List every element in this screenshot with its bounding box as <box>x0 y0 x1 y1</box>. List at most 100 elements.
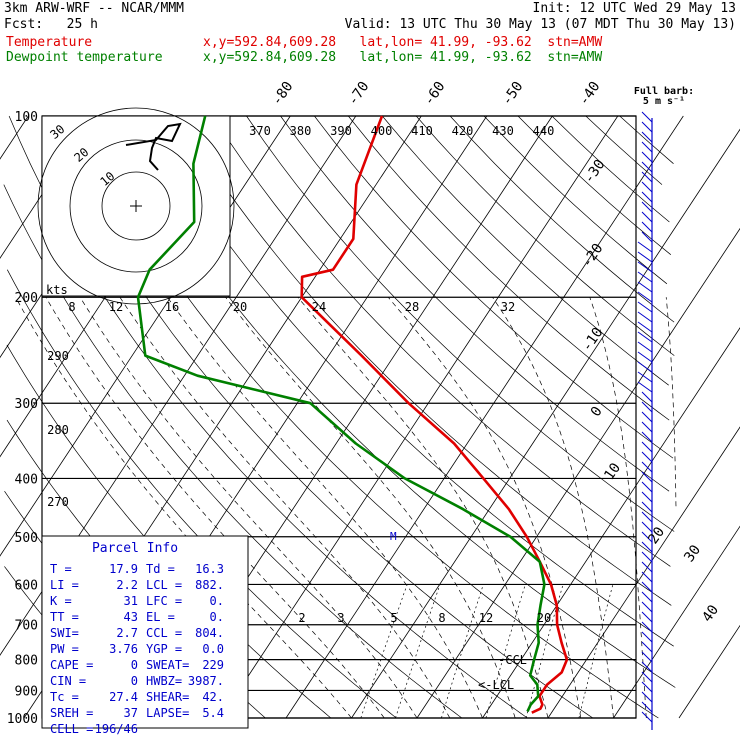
parcel-row-value: 17.9 <box>109 562 138 576</box>
moist-adiabat <box>665 297 677 507</box>
parcel-row-value: 804. <box>195 626 224 640</box>
wind-barb <box>637 301 653 313</box>
dry-adiabat <box>3 184 463 719</box>
mixing-ratio-label: 12 <box>109 300 123 314</box>
isotherm-label: -60 <box>421 79 449 109</box>
parcel-row-value: 3.76 <box>109 642 138 656</box>
wind-barb <box>641 421 653 433</box>
mixing-ratio-label: 20 <box>537 611 551 625</box>
parcel-row-label: CELL = <box>50 722 93 736</box>
header-line2-left: Fcst: 25 h <box>4 17 98 32</box>
parcel-info-box <box>41 535 249 729</box>
moist-adiabat <box>492 297 614 719</box>
parcel-row-value: 5.4 <box>202 706 224 720</box>
theta-label: 270 <box>47 495 69 509</box>
wind-barb <box>637 321 653 333</box>
pressure-label: 1000 <box>7 712 38 727</box>
wind-barb <box>641 221 653 233</box>
wind-barb <box>641 391 653 403</box>
barb-legend-line2: 5 m s⁻¹ <box>643 96 685 107</box>
theta-label: 430 <box>492 124 514 138</box>
pressure-label: 600 <box>15 578 38 593</box>
dewpoint-legend-label: Dewpoint temperature <box>6 50 163 65</box>
dry-adiabat <box>144 115 674 647</box>
dry-adiabat <box>348 115 670 421</box>
theta-label: 420 <box>452 124 474 138</box>
wind-barb <box>641 141 653 153</box>
mixing-ratio-label: 8 <box>68 300 75 314</box>
wind-barb <box>641 121 653 133</box>
wind-barb <box>641 521 653 533</box>
parcel-row-label: CCL = <box>146 626 182 640</box>
wind-barb <box>637 291 653 303</box>
wind-barb <box>641 441 653 453</box>
wind-barb <box>641 581 653 593</box>
wind-barb <box>641 131 653 143</box>
barb-legend-line1: Full barb: <box>634 86 694 97</box>
temperature-legend-label: Temperature <box>6 35 93 50</box>
wind-barb <box>637 331 653 343</box>
ccl-annotation: -CCL <box>498 653 527 667</box>
dry-adiabat <box>76 115 659 719</box>
wind-barb <box>637 381 653 393</box>
parcel-row-value: 43 <box>124 610 138 624</box>
parcel-row-label: EL = <box>146 610 175 624</box>
isotherm <box>482 327 740 719</box>
pressure-label: 100 <box>15 110 38 125</box>
wind-barb <box>641 551 653 563</box>
isotherm <box>547 426 740 719</box>
dry-adiabat <box>314 115 674 459</box>
pressure-label: 200 <box>15 291 38 306</box>
theta-label: 390 <box>330 124 352 138</box>
hodograph-ring <box>101 171 171 241</box>
mixing-ratio-label: 12 <box>479 611 493 625</box>
temperature-location-info: x,y=592.84,609.28 lat,lon= 41.99, -93.62… <box>203 35 603 50</box>
parcel-row-value: 0 <box>131 658 138 672</box>
wind-barb <box>637 311 653 323</box>
dry-adiabat <box>212 115 671 567</box>
parcel-row-label: SREH = <box>50 706 93 720</box>
wind-barb <box>641 691 653 703</box>
wind-barb <box>641 151 653 163</box>
parcel-row-value: 2.2 <box>116 578 138 592</box>
isotherm <box>678 624 740 719</box>
dry-adiabat <box>110 115 676 688</box>
parcel-row-value: 229 <box>202 658 224 672</box>
wind-barb <box>641 471 653 483</box>
dry-adiabat <box>585 115 663 185</box>
dry-adiabat <box>483 115 668 285</box>
wind-barb <box>641 431 653 443</box>
isotherm-label: 20 <box>645 524 668 547</box>
wind-barb <box>641 231 653 243</box>
parcel-row-value: 196/46 <box>95 722 138 736</box>
isotherm-label: 40 <box>699 602 722 625</box>
wind-barb <box>637 371 653 383</box>
parcel-row-label: LCL = <box>146 578 182 592</box>
wind-barb <box>641 601 653 613</box>
dry-adiabat <box>619 115 674 164</box>
theta-label: 380 <box>290 124 312 138</box>
mixing-ratio-label: 2 <box>298 611 305 625</box>
mixing-ratio-label: 5 <box>390 611 397 625</box>
parcel-row-value: 882. <box>195 578 224 592</box>
wind-barb <box>641 411 653 423</box>
header-line2-right: Valid: 13 UTC Thu 30 May 13 (07 MDT Thu … <box>344 17 736 32</box>
wind-barb <box>637 271 653 283</box>
wind-barb <box>641 591 653 603</box>
wind-barb <box>641 511 653 523</box>
m-marker: M <box>390 530 397 543</box>
moist-adiabat <box>79 297 418 719</box>
wind-barb <box>641 111 653 123</box>
dry-adiabat <box>415 115 675 356</box>
parcel-row-label: LFC = <box>146 594 182 608</box>
wind-barb <box>641 671 653 683</box>
plot-frame <box>41 115 637 719</box>
hodograph-ring <box>69 139 203 273</box>
wind-barb <box>641 641 653 653</box>
wind-barb <box>641 501 653 513</box>
wind-barb <box>641 621 653 633</box>
hodograph-ring <box>37 107 235 305</box>
mixing-ratio-label: 3 <box>337 611 344 625</box>
theta-label: 370 <box>249 124 271 138</box>
